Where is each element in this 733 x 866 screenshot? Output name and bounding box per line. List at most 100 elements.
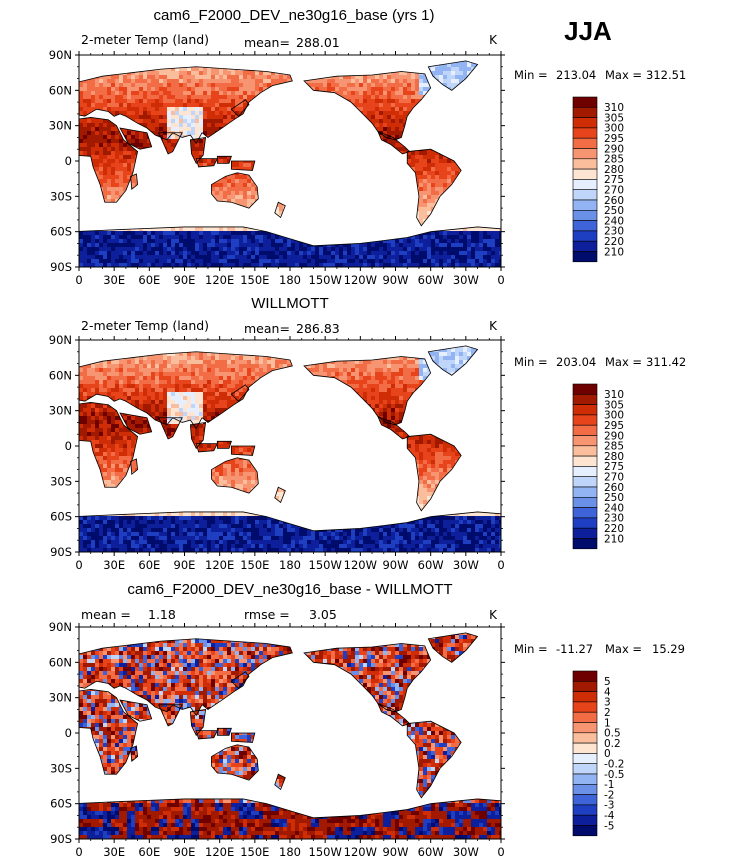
x-tick-label: 30W [453, 845, 479, 859]
colorbar-swatch [572, 742, 598, 754]
colorbar-label: 300 [604, 410, 624, 422]
colorbar-label: 250 [604, 492, 624, 504]
colorbar-label: 240 [604, 502, 624, 514]
colorbar-swatch [572, 804, 598, 816]
colorbar-swatch [572, 538, 598, 550]
y-tick-label: 90S [50, 832, 72, 846]
panel2-mean-value: 286.83 [296, 321, 340, 336]
colorbar-swatch [572, 189, 598, 201]
colorbar-swatch [572, 794, 598, 806]
x-tick-label: 30E [103, 273, 125, 287]
x-tick-label: 150E [240, 273, 269, 287]
colorbar-label: 0 [604, 748, 611, 760]
y-tick-label: 30S [50, 189, 72, 203]
colorbar-label: 5 [604, 676, 611, 688]
y-tick-label: 0 [65, 726, 72, 740]
x-tick-label: 180 [279, 273, 301, 287]
colorbar-swatch [572, 670, 598, 682]
colorbar-label: -0.5 [604, 769, 625, 781]
panel3-mean-value: 1.18 [148, 607, 176, 622]
y-tick-label: 60S [50, 797, 72, 811]
panel3-rmse-label: rmse = [244, 607, 290, 622]
colorbar-swatch [572, 137, 598, 149]
x-tick-label: 120E [205, 845, 234, 859]
x-tick-label: 90E [174, 845, 196, 859]
colorbar-label: 280 [604, 451, 624, 463]
colorbar-label: 305 [604, 112, 624, 124]
x-tick-label: 0 [497, 273, 504, 287]
panel1-mean-label: mean= [244, 35, 290, 50]
colorbar-label: 275 [604, 461, 624, 473]
x-tick-label: 120W [344, 273, 377, 287]
y-tick-label: 30N [49, 691, 72, 705]
colorbar-label: 240 [604, 215, 624, 227]
colorbar-swatch [572, 158, 598, 170]
colorbar-swatch [572, 691, 598, 703]
colorbar-swatch [572, 127, 598, 139]
panel1-title: cam6_F2000_DEV_ne30g16_base (yrs 1) [153, 7, 434, 24]
season-label: JJA [564, 16, 612, 46]
x-tick-label: 180 [279, 845, 301, 859]
panel2-field-label: 2-meter Temp (land) [81, 318, 209, 333]
colorbar-label: 285 [604, 154, 624, 166]
panel2-max-value: 311.42 [646, 355, 686, 369]
y-tick-label: 30S [50, 761, 72, 775]
colorbar-swatch [572, 466, 598, 477]
colorbar-swatch [572, 732, 598, 744]
colorbar-label: 4 [604, 686, 611, 698]
colorbar-swatch [572, 199, 598, 211]
colorbar-label: 250 [604, 205, 624, 217]
colorbar-label: 1 [604, 717, 611, 729]
colorbar-swatch [572, 117, 598, 129]
colorbar-swatch [572, 680, 598, 692]
y-tick-label: 90S [50, 545, 72, 559]
colorbar-swatch [572, 476, 598, 488]
panel3-rmse-value: 3.05 [309, 607, 337, 622]
panel3-map: 0 30E 60E 90E 120E 150E 180 150W 120W 90W 60W 30W 09… [49, 620, 505, 859]
colorbar-label: -0.2 [604, 759, 625, 771]
panel2-mean-label: mean= [244, 321, 290, 336]
colorbar-swatch [572, 455, 598, 467]
colorbar-label: 0.2 [604, 738, 621, 750]
colorbar-swatch [572, 383, 598, 395]
x-tick-label: 0 [497, 558, 504, 572]
colorbar-label: 275 [604, 174, 624, 186]
colorbar-label: 280 [604, 164, 624, 176]
colorbar-label: 260 [604, 482, 624, 494]
x-tick-label: 150W [309, 558, 342, 572]
colorbar-label: 220 [604, 523, 624, 535]
colorbar-label: 260 [604, 195, 624, 207]
colorbar-swatch [572, 168, 598, 180]
y-tick-label: 60N [49, 83, 72, 97]
y-tick-label: 60N [49, 368, 72, 382]
x-tick-label: 30W [453, 558, 479, 572]
x-tick-label: 60E [138, 273, 160, 287]
colorbar-swatch [572, 179, 598, 190]
x-tick-label: 150E [240, 558, 269, 572]
panel2-units: K [489, 319, 498, 333]
x-tick-label: 30E [103, 845, 125, 859]
panel2-title: WILLMOTT [251, 295, 329, 312]
y-tick-label: 90N [49, 48, 72, 62]
panel2-max-label: Max = [605, 355, 642, 369]
x-tick-label: 150E [240, 845, 269, 859]
panel3-min-value: -11.27 [556, 642, 593, 656]
colorbar-swatch [572, 517, 598, 529]
colorbar-label: 210 [604, 533, 624, 545]
colorbar-swatch [572, 527, 598, 539]
colorbar-swatch [572, 107, 598, 118]
panel1-max-label: Max = [605, 68, 642, 82]
colorbar-swatch [572, 424, 598, 436]
colorbar-label: 270 [604, 185, 624, 197]
colorbar-swatch [572, 773, 598, 785]
colorbar-label: 295 [604, 420, 624, 432]
colorbar-label: 230 [604, 513, 624, 525]
map-field [79, 55, 501, 267]
panel2-min-value: 203.04 [556, 355, 596, 369]
panel1-mean-value: 288.01 [296, 35, 340, 50]
y-tick-label: 0 [65, 439, 72, 453]
colorbar-label: -5 [604, 820, 614, 832]
panel1-colorbar: 3103053002952902852802752702602502402302… [572, 96, 624, 263]
colorbar-swatch [572, 763, 598, 775]
colorbar-label: 270 [604, 472, 624, 484]
